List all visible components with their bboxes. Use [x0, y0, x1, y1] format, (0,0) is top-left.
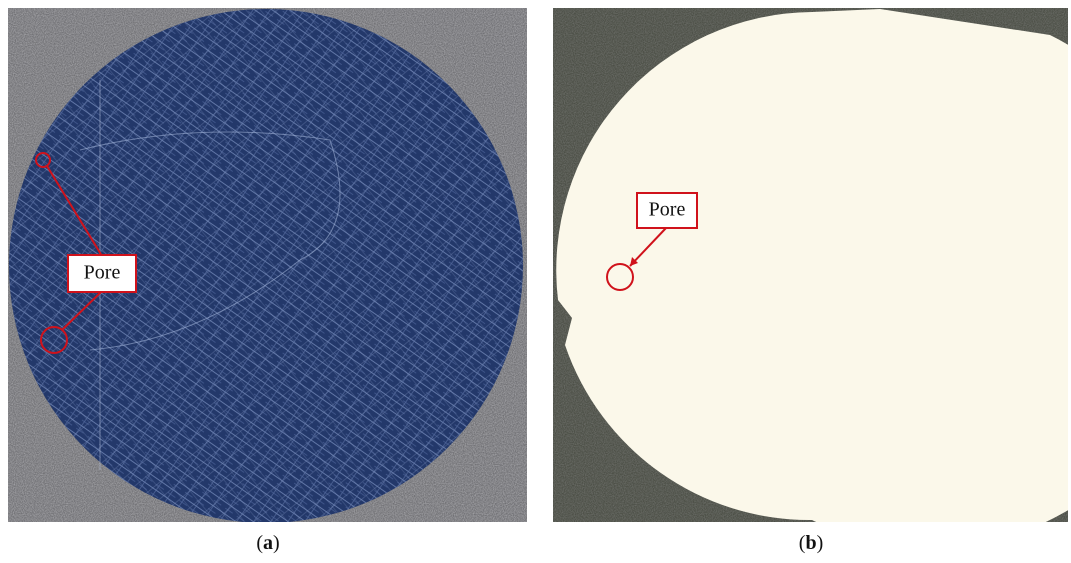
caption-part: ): [817, 532, 824, 554]
caption-part: ): [273, 532, 280, 554]
panel-a: Pore: [8, 8, 527, 523]
panel-caption: (b): [799, 532, 823, 554]
figure: Pore Pore (a) (b): [0, 0, 1071, 563]
annotation: Pore: [649, 199, 686, 221]
annotation: Pore: [84, 262, 121, 284]
panel-caption: (a): [256, 532, 279, 554]
panel-b: Pore: [553, 8, 1071, 548]
caption-letter: a: [263, 532, 273, 554]
caption-letter: b: [805, 532, 816, 554]
